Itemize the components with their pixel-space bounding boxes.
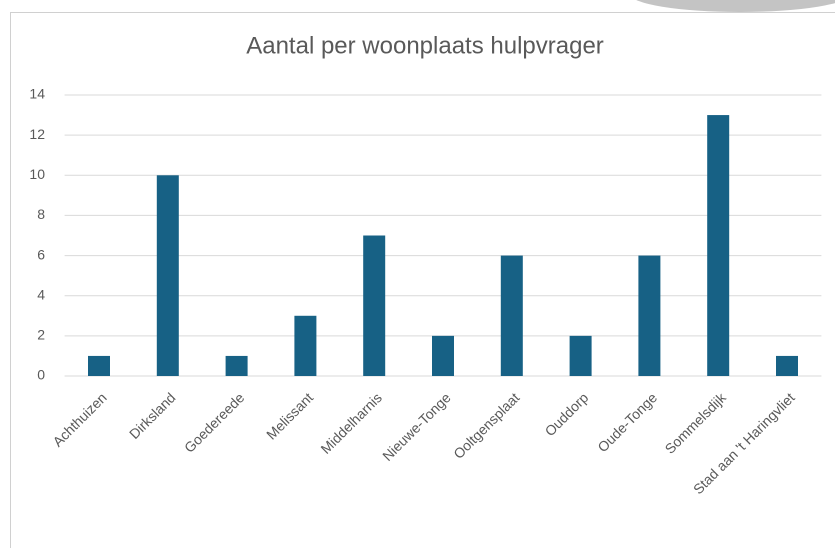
y-tick-label: 6 [37, 246, 45, 262]
bar [776, 355, 798, 376]
bar [432, 335, 454, 376]
bar [638, 255, 661, 376]
y-tick-label: 2 [37, 327, 45, 343]
bar [363, 235, 386, 376]
chart-frame [10, 12, 835, 548]
y-tick-label: 10 [29, 166, 45, 182]
chart-title: Aantal per woonplaats hulpvrager [246, 32, 604, 59]
bar [500, 255, 523, 376]
corner-shadow [636, 0, 835, 12]
bar [707, 115, 730, 377]
y-tick-label: 0 [37, 367, 45, 383]
y-tick-label: 14 [29, 86, 45, 102]
y-tick-label: 12 [29, 126, 45, 142]
bar [88, 355, 110, 376]
y-tick-label: 4 [37, 286, 45, 302]
bar [294, 315, 317, 376]
bar [156, 175, 179, 376]
y-tick-label: 8 [37, 206, 45, 222]
bar [569, 335, 592, 376]
bar [225, 355, 248, 376]
